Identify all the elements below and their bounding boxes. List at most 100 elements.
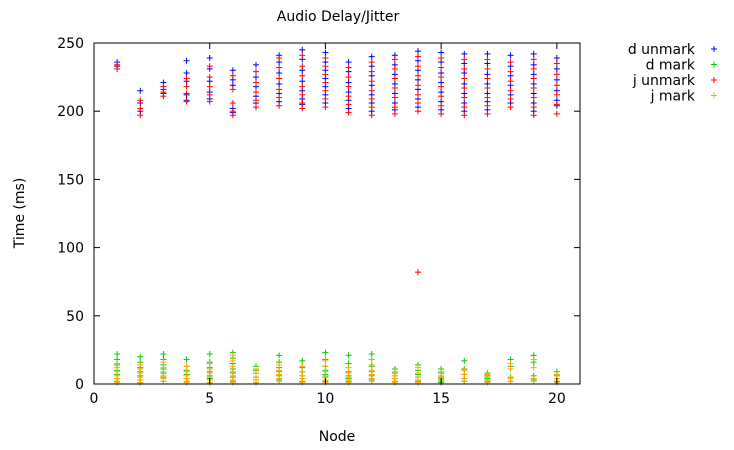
data-point <box>345 364 352 371</box>
data-point <box>484 94 491 101</box>
data-point <box>345 83 352 90</box>
data-point <box>345 74 352 81</box>
data-point <box>391 85 398 92</box>
data-point <box>253 97 259 104</box>
data-point <box>461 104 468 111</box>
data-point <box>415 48 421 55</box>
data-point <box>299 91 306 98</box>
y-tick-label: 200 <box>57 104 84 120</box>
data-point <box>276 64 283 71</box>
legend-marker <box>711 61 717 68</box>
data-point <box>368 78 375 85</box>
data-point <box>137 105 144 112</box>
data-point <box>276 70 283 77</box>
x-axis-ticks: 0 5 10 15 20 <box>90 43 566 407</box>
data-point <box>484 50 491 57</box>
data-point <box>276 80 283 87</box>
data-point <box>507 78 514 85</box>
data-point <box>183 57 190 64</box>
data-point <box>461 378 468 385</box>
data-point <box>299 363 306 370</box>
data-point <box>530 75 537 82</box>
x-axis-label: Node <box>319 429 356 445</box>
data-point <box>345 379 352 386</box>
data-point <box>368 356 375 363</box>
data-point <box>507 378 514 385</box>
data-point <box>137 97 144 104</box>
data-point <box>229 112 236 119</box>
x-tick-label: 0 <box>90 391 99 407</box>
data-point <box>530 378 537 385</box>
data-point <box>530 112 537 119</box>
data-point <box>229 363 236 370</box>
plot-frame <box>93 42 581 385</box>
legend-marker <box>711 46 717 52</box>
y-tick-label: 0 <box>75 377 84 393</box>
data-point <box>530 65 537 72</box>
data-point <box>553 110 560 117</box>
data-point <box>229 357 236 364</box>
data-point <box>438 102 445 109</box>
data-point <box>229 352 236 359</box>
legend-marker <box>711 92 717 99</box>
data-point <box>299 46 306 53</box>
data-point <box>484 102 491 109</box>
y-tick-label: 150 <box>57 172 84 188</box>
data-point <box>438 110 445 117</box>
legend-label: d unmark <box>628 42 696 58</box>
data-point <box>415 72 421 79</box>
data-point <box>507 95 514 102</box>
data-point <box>461 50 468 57</box>
data-point <box>415 269 421 276</box>
data-point <box>484 379 491 386</box>
data-point <box>299 105 306 112</box>
data-point <box>276 102 283 109</box>
data-point <box>183 98 190 105</box>
data-point <box>276 378 283 385</box>
data-point <box>438 93 445 100</box>
data-point <box>345 352 352 359</box>
plot-area: 0 5 10 15 20 0 50 100 150 200 250 <box>57 36 581 407</box>
data-point <box>229 86 236 93</box>
data-point <box>461 56 468 63</box>
series-d-mark <box>114 349 560 386</box>
legend-label: j mark <box>650 89 696 105</box>
data-point <box>415 364 421 371</box>
series-j-unmark <box>114 52 560 276</box>
data-point <box>322 363 329 370</box>
data-point <box>530 85 537 92</box>
data-point <box>461 85 468 92</box>
data-point <box>391 75 398 82</box>
data-point <box>253 104 259 111</box>
x-tick-label: 15 <box>432 391 450 407</box>
data-point <box>253 74 259 81</box>
data-point <box>137 112 144 119</box>
data-point <box>553 65 560 72</box>
data-point <box>507 59 514 66</box>
data-point <box>299 379 306 386</box>
data-point <box>345 93 352 100</box>
data-point <box>276 94 283 101</box>
points-layer <box>114 46 560 386</box>
data-point <box>484 56 491 63</box>
data-point <box>206 360 213 367</box>
data-point <box>415 108 421 115</box>
data-point <box>322 63 329 70</box>
data-point <box>299 357 306 364</box>
data-point <box>345 109 352 116</box>
data-point <box>114 61 121 68</box>
data-point <box>507 360 514 367</box>
data-point <box>276 352 283 359</box>
data-point <box>415 53 421 60</box>
data-point <box>507 68 514 75</box>
data-point <box>553 76 560 83</box>
data-point <box>206 55 213 62</box>
data-point <box>530 356 537 363</box>
data-point <box>345 59 352 66</box>
data-point <box>391 104 398 111</box>
data-point <box>415 63 421 70</box>
data-point <box>368 68 375 75</box>
data-point <box>253 379 259 386</box>
data-point <box>461 357 468 364</box>
